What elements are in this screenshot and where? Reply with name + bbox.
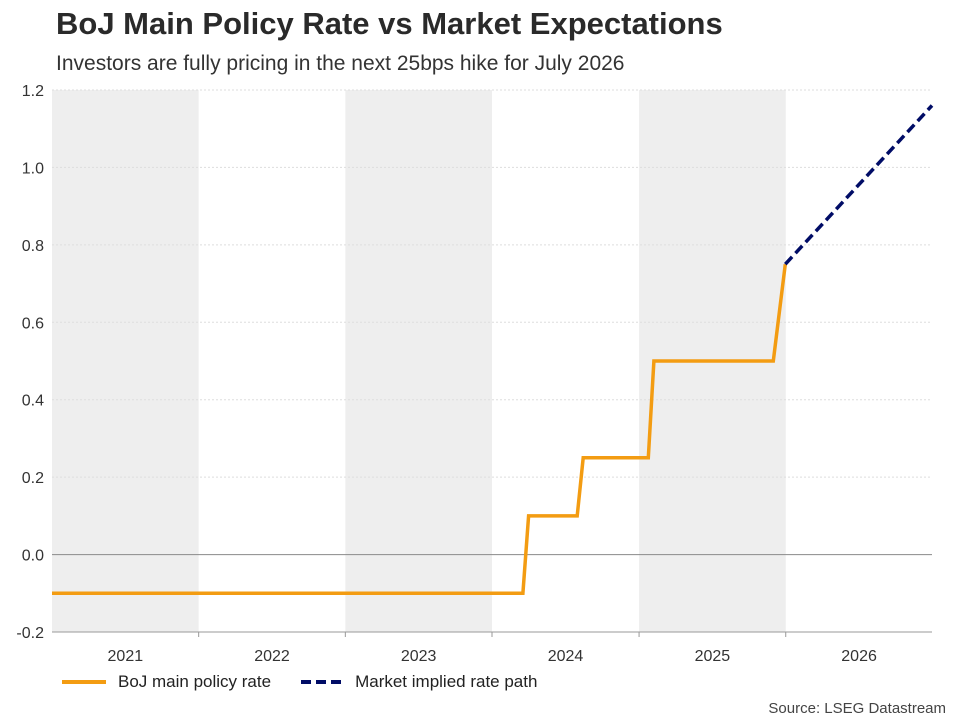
year-band-2021 xyxy=(52,90,199,632)
legend-swatch-policy-rate xyxy=(62,680,106,684)
y-tick-label: 1.2 xyxy=(22,83,44,100)
y-tick-label: 0.6 xyxy=(22,315,44,332)
y-tick-label: 0.4 xyxy=(22,393,44,410)
x-tick-label: 2022 xyxy=(254,648,290,665)
x-tick-label: 2025 xyxy=(695,648,731,665)
legend-swatch-market-path xyxy=(301,680,346,684)
legend-item-policy-rate: BoJ main policy rate xyxy=(62,672,271,692)
y-tick-label: -0.2 xyxy=(16,625,44,642)
policy-rate-line xyxy=(52,263,788,596)
legend-item-market-path: Market implied rate path xyxy=(301,672,537,692)
year-band-2023 xyxy=(345,90,492,632)
market-implied-line xyxy=(784,104,934,266)
source-note: Source: LSEG Datastream xyxy=(768,700,946,717)
x-tick-label: 2026 xyxy=(841,648,877,665)
chart-subtitle: Investors are fully pricing in the next … xyxy=(56,52,625,75)
legend: BoJ main policy rate Market implied rate… xyxy=(62,672,567,692)
y-tick-label: 0.8 xyxy=(22,238,44,255)
legend-label-market-path: Market implied rate path xyxy=(355,672,538,691)
x-tick-label: 2024 xyxy=(548,648,584,665)
y-tick-label: 0.2 xyxy=(22,470,44,487)
y-tick-label: 0.0 xyxy=(22,548,44,565)
y-tick-label: 1.0 xyxy=(22,160,44,177)
x-tick-label: 2021 xyxy=(108,648,144,665)
chart-title: BoJ Main Policy Rate vs Market Expectati… xyxy=(56,6,723,41)
x-tick-label: 2023 xyxy=(401,648,437,665)
legend-label-policy-rate: BoJ main policy rate xyxy=(118,672,272,691)
